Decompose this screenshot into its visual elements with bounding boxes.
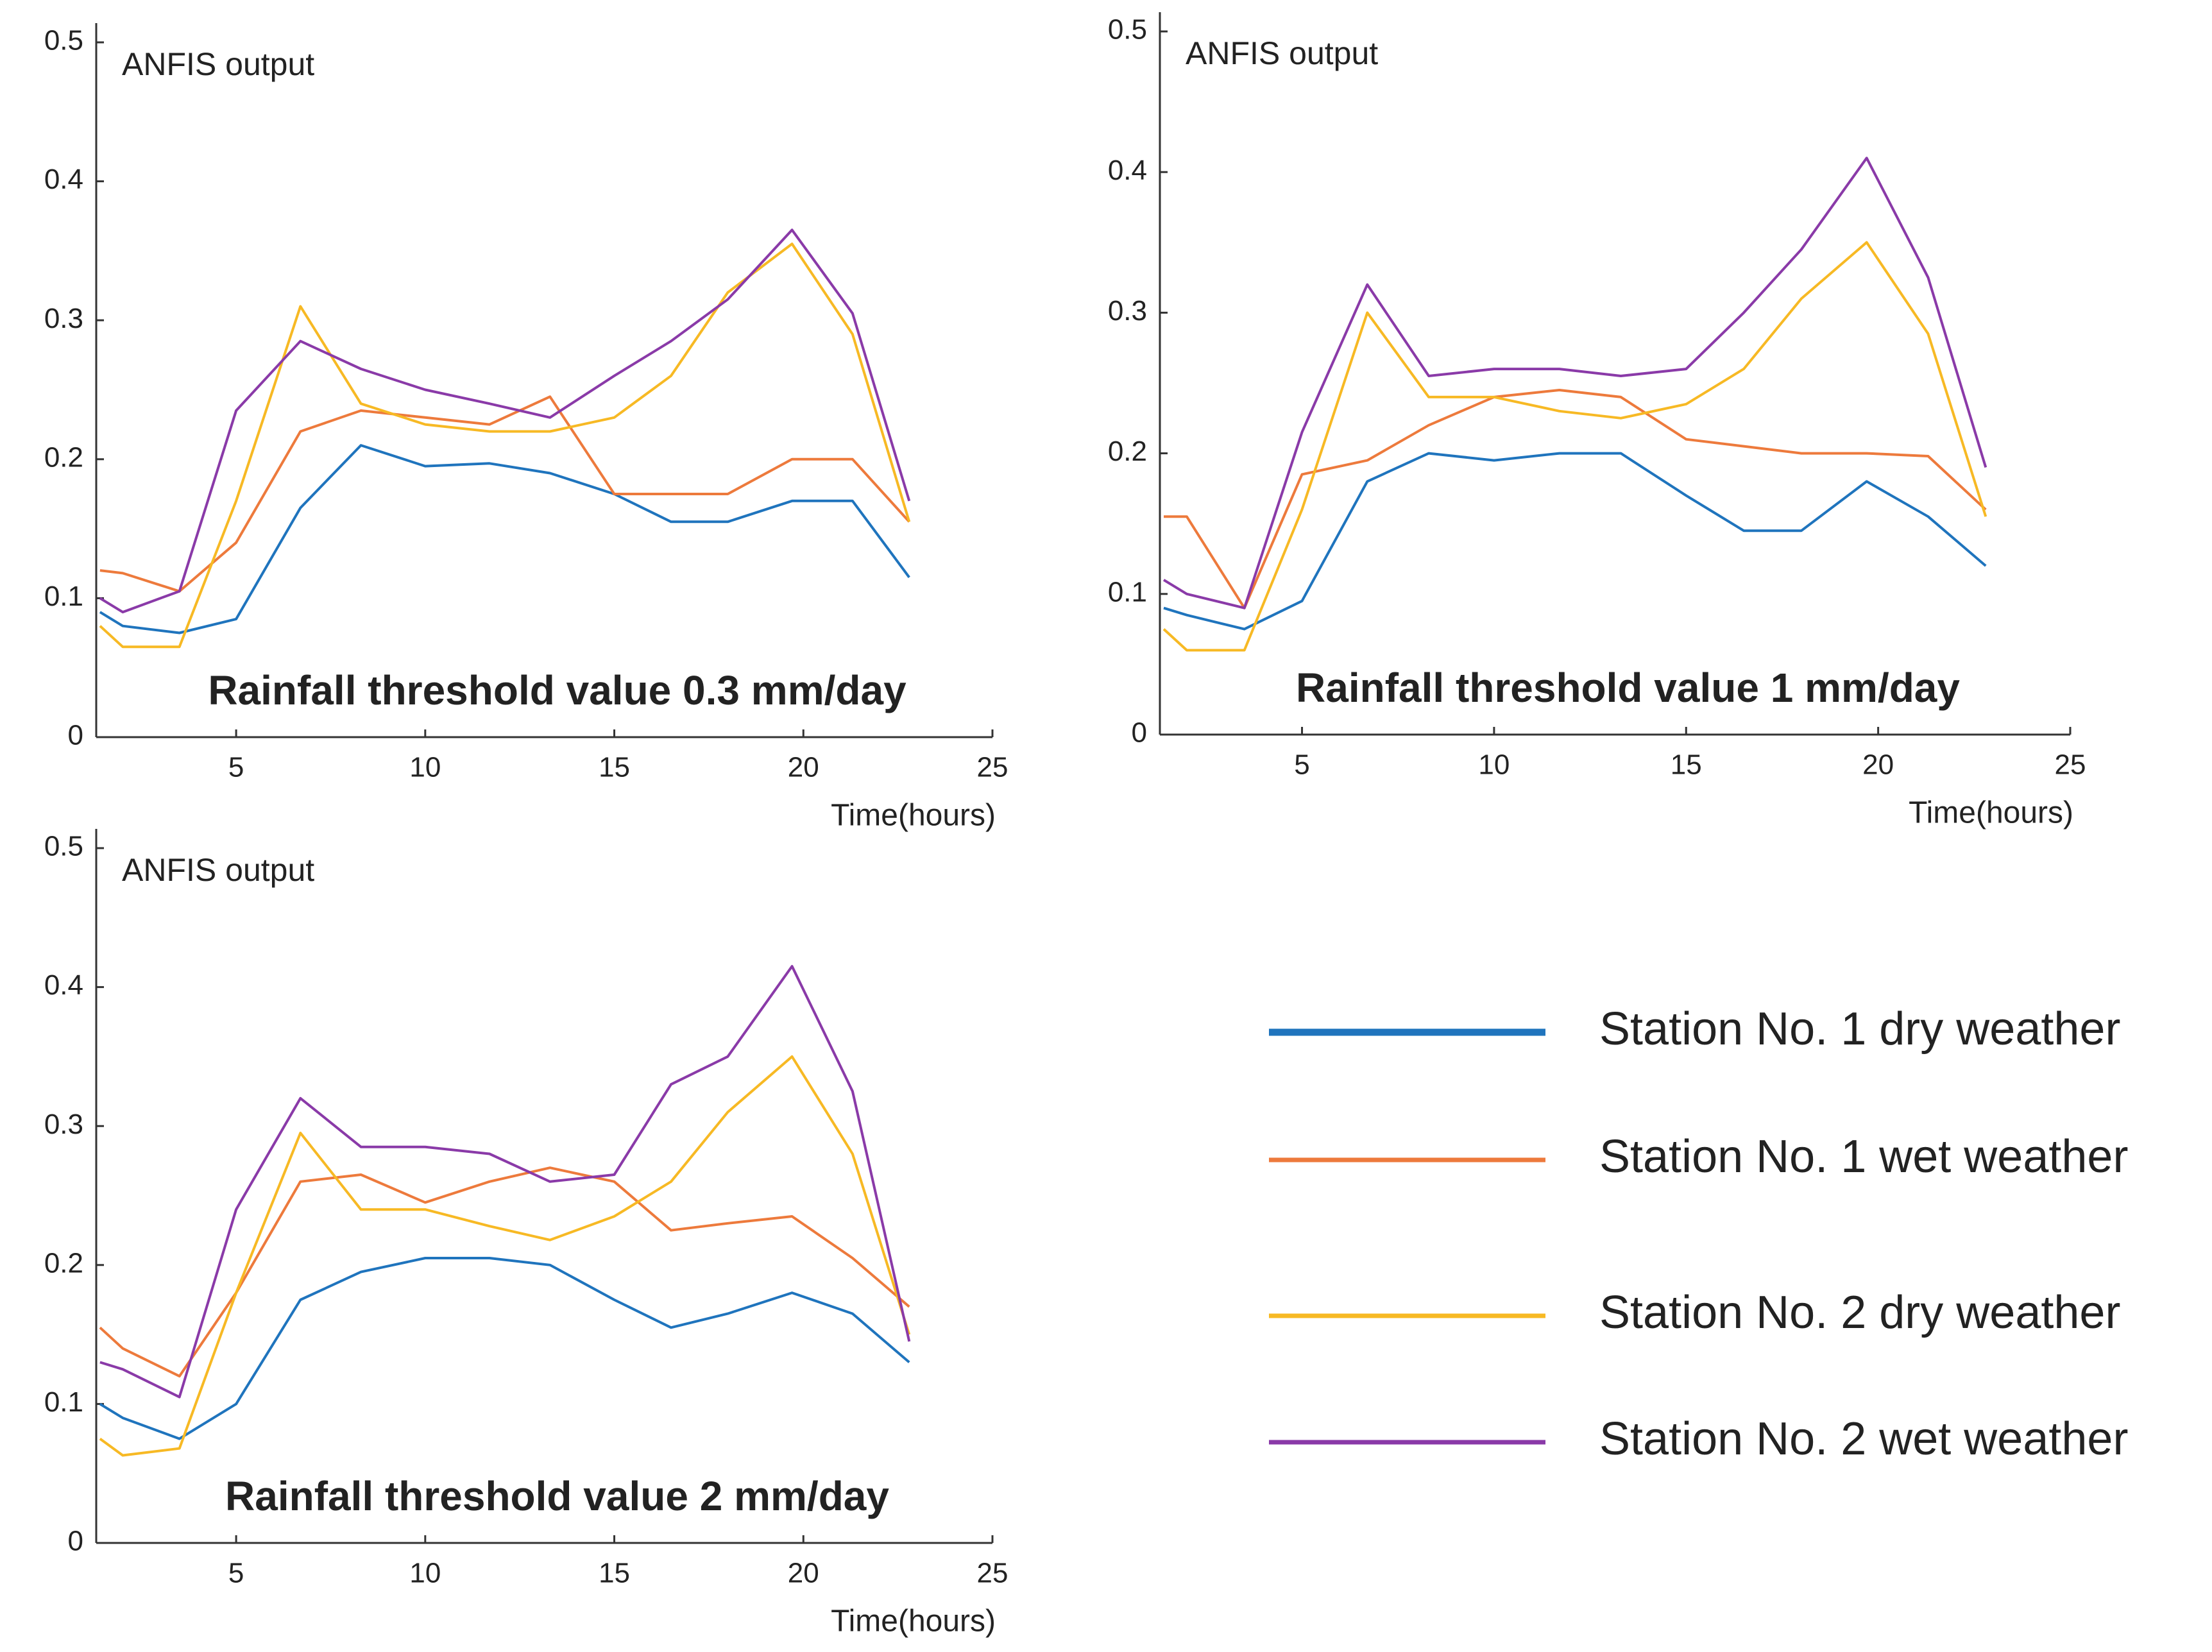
y-axis-label: ANFIS output (122, 46, 314, 82)
y-tick-label: 0.4 (44, 969, 83, 1001)
x-tick-label: 25 (977, 1558, 1008, 1589)
series-line (99, 243, 911, 649)
series-line (99, 228, 911, 614)
x-axis-label: Time(hours) (831, 799, 996, 833)
series-line (99, 1257, 910, 1440)
legend-label: Station No. 1 dry weather (1599, 1003, 2120, 1055)
y-tick-label: 0.5 (44, 831, 83, 862)
x-tick-label: 20 (788, 752, 819, 783)
y-tick-label: 0.2 (1108, 436, 1147, 467)
series-line (99, 1166, 910, 1378)
series-line (99, 395, 910, 593)
y-tick-label: 0.4 (44, 164, 83, 195)
x-tick-label: 25 (2055, 749, 2086, 781)
x-tick-label: 25 (977, 752, 1008, 783)
x-tick-label: 5 (228, 1558, 244, 1589)
y-tick-label: 0.4 (1108, 155, 1147, 186)
y-tick-label: 0.5 (44, 25, 83, 56)
y-tick-label: 0.3 (1108, 295, 1147, 327)
legend-label: Station No. 2 wet weather (1599, 1413, 2128, 1465)
y-tick-label: 0.5 (1108, 14, 1147, 46)
y-tick-label: 0.3 (44, 303, 83, 334)
y-tick-label: 0.2 (44, 441, 83, 473)
series-line (99, 965, 911, 1399)
chart-title: Rainfall threshold value 2 mm/day (225, 1473, 889, 1519)
series-line (1162, 241, 1987, 652)
y-tick-label: 0.3 (44, 1109, 83, 1140)
y-axis-label: ANFIS output (1186, 35, 1378, 71)
series-line (99, 1055, 911, 1457)
x-tick-label: 10 (1478, 749, 1510, 781)
y-tick-label: 0.1 (1108, 576, 1147, 608)
series-line (1162, 157, 1987, 609)
y-tick-label: 0 (68, 1526, 83, 1557)
series-line (1163, 452, 1987, 631)
x-axis-label: Time(hours) (1909, 796, 2073, 830)
y-tick-label: 0 (1132, 717, 1147, 749)
series-line (99, 444, 910, 634)
chart-title: Rainfall threshold value 1 mm/day (1296, 665, 1960, 711)
series-line (1164, 389, 1987, 609)
legend-label: Station No. 1 wet weather (1599, 1131, 2128, 1182)
y-tick-label: 0.1 (44, 581, 83, 612)
x-tick-label: 15 (1671, 749, 1702, 781)
x-axis-label: Time(hours) (831, 1605, 996, 1639)
x-tick-label: 15 (599, 1558, 630, 1589)
x-tick-label: 10 (409, 1558, 441, 1589)
x-tick-label: 10 (409, 752, 441, 783)
x-tick-label: 15 (599, 752, 630, 783)
x-tick-label: 20 (1862, 749, 1894, 781)
y-tick-label: 0.2 (44, 1247, 83, 1279)
x-tick-label: 20 (788, 1558, 819, 1589)
y-axis-label: ANFIS output (122, 852, 314, 888)
x-tick-label: 5 (228, 752, 244, 783)
x-tick-label: 5 (1294, 749, 1309, 781)
chart-title: Rainfall threshold value 0.3 mm/day (208, 667, 906, 713)
y-tick-label: 0 (68, 720, 83, 751)
y-tick-label: 0.1 (44, 1386, 83, 1418)
legend-label: Station No. 2 dry weather (1599, 1287, 2120, 1338)
